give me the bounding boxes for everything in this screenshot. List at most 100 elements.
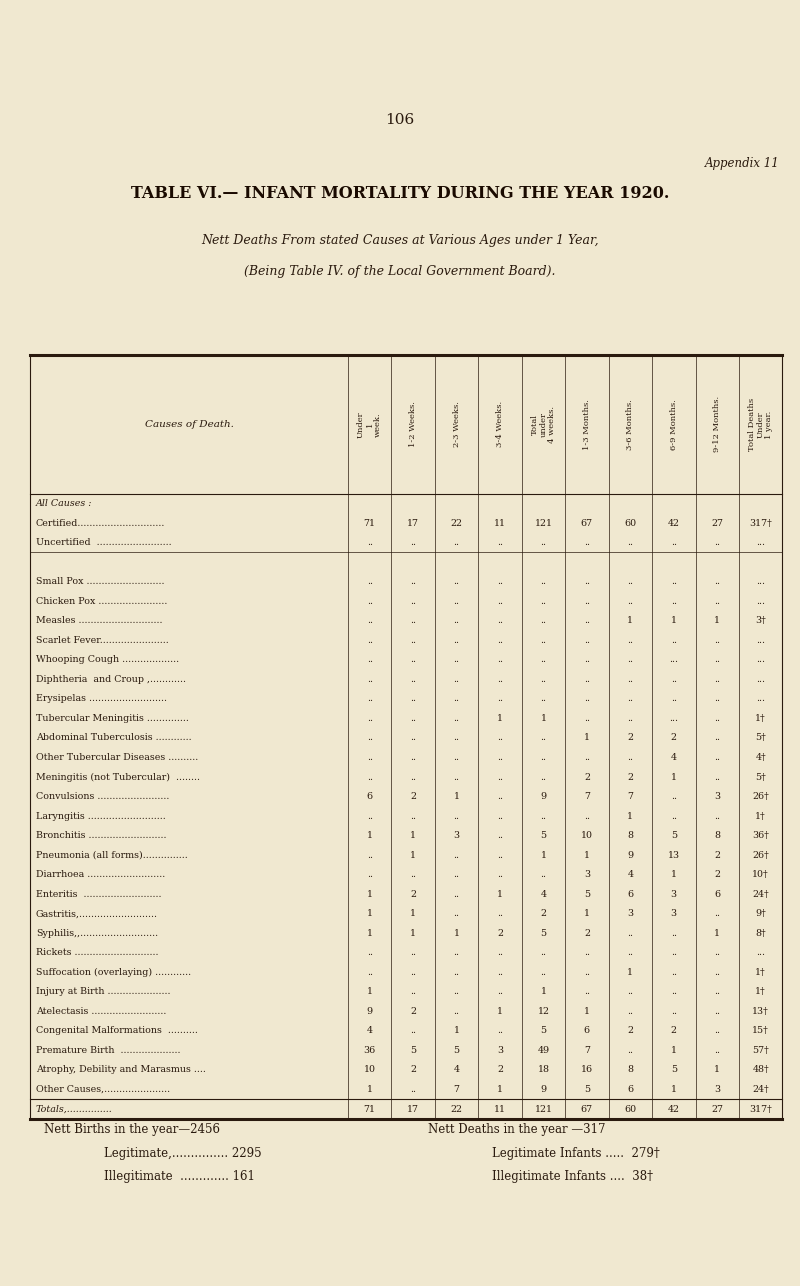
Text: 3-4 Weeks.: 3-4 Weeks. <box>496 401 504 448</box>
Text: ..: .. <box>454 577 459 586</box>
Text: Premature Birth  ....................: Premature Birth .................... <box>36 1046 181 1055</box>
Text: 4†: 4† <box>755 754 766 763</box>
Text: ..: .. <box>454 616 459 625</box>
Text: ..: .. <box>497 909 503 918</box>
Text: ..: .. <box>497 850 503 859</box>
Text: 5†: 5† <box>755 733 766 742</box>
Text: ..: .. <box>366 577 373 586</box>
Text: ..: .. <box>541 675 546 684</box>
Text: ..: .. <box>714 656 720 665</box>
Text: 2: 2 <box>584 773 590 782</box>
Text: ..: .. <box>410 1026 416 1035</box>
Text: ..: .. <box>627 675 634 684</box>
Text: ..: .. <box>627 988 634 997</box>
Text: 13: 13 <box>668 850 680 859</box>
Text: ..: .. <box>410 948 416 957</box>
Text: ..: .. <box>497 968 503 977</box>
Text: 121: 121 <box>534 1105 553 1114</box>
Text: Congenital Malformations  ..........: Congenital Malformations .......... <box>36 1026 198 1035</box>
Text: Tubercular Meningitis ..............: Tubercular Meningitis .............. <box>36 714 189 723</box>
Text: 26†: 26† <box>752 850 769 859</box>
Text: 4: 4 <box>670 754 677 763</box>
Text: 17: 17 <box>407 518 419 527</box>
Text: 1: 1 <box>670 616 677 625</box>
Text: ..: .. <box>497 733 503 742</box>
Text: 1: 1 <box>410 909 416 918</box>
Text: ..: .. <box>670 694 677 703</box>
Text: ..: .. <box>410 773 416 782</box>
Text: ..: .. <box>366 871 373 880</box>
Text: 1: 1 <box>584 1007 590 1016</box>
Text: ...: ... <box>756 656 765 665</box>
Text: 1: 1 <box>454 1026 459 1035</box>
Text: Small Pox ..........................: Small Pox .......................... <box>36 577 165 586</box>
Text: 2: 2 <box>714 850 720 859</box>
Text: 5†: 5† <box>755 773 766 782</box>
Text: Rickets ............................: Rickets ............................ <box>36 948 158 957</box>
Text: 8: 8 <box>627 831 634 840</box>
Text: ..: .. <box>366 754 373 763</box>
Text: 1: 1 <box>366 1085 373 1094</box>
Text: Other Causes,......................: Other Causes,...................... <box>36 1085 170 1094</box>
Text: 1: 1 <box>366 988 373 997</box>
Text: 5: 5 <box>541 1026 546 1035</box>
Text: Measles ............................: Measles ............................ <box>36 616 162 625</box>
Text: ..: .. <box>497 694 503 703</box>
Text: 42: 42 <box>668 1105 680 1114</box>
Text: ..: .. <box>454 714 459 723</box>
Text: ..: .. <box>497 1026 503 1035</box>
Text: ..: .. <box>366 597 373 606</box>
Text: 71: 71 <box>364 518 376 527</box>
Text: ..: .. <box>627 754 634 763</box>
Text: 6-9 Months.: 6-9 Months. <box>670 399 678 450</box>
Text: ..: .. <box>627 928 634 937</box>
Text: ..: .. <box>454 988 459 997</box>
Text: ..: .. <box>670 948 677 957</box>
Text: ..: .. <box>454 694 459 703</box>
Text: ..: .. <box>714 909 720 918</box>
Text: ..: .. <box>541 597 546 606</box>
Text: 4: 4 <box>366 1026 373 1035</box>
Text: ..: .. <box>497 597 503 606</box>
Text: 9: 9 <box>541 792 546 801</box>
Text: ..: .. <box>670 968 677 977</box>
Text: ..: .. <box>366 773 373 782</box>
Text: ..: .. <box>670 538 677 547</box>
Text: ..: .. <box>714 968 720 977</box>
Text: ..: .. <box>366 714 373 723</box>
Text: Bronchitis ..........................: Bronchitis .......................... <box>36 831 166 840</box>
Text: 2: 2 <box>714 871 720 880</box>
Text: 27: 27 <box>711 1105 723 1114</box>
Text: Illegitimate Infants ....  38†: Illegitimate Infants .... 38† <box>492 1170 653 1183</box>
Text: ..: .. <box>454 948 459 957</box>
Text: 2: 2 <box>497 928 503 937</box>
Text: Syphilis,,..........................: Syphilis,,.......................... <box>36 928 158 937</box>
Text: ..: .. <box>454 968 459 977</box>
Text: Legitimate Infants .....  279†: Legitimate Infants ..... 279† <box>492 1147 660 1160</box>
Text: 3: 3 <box>670 890 677 899</box>
Text: ..: .. <box>454 754 459 763</box>
Text: ..: .. <box>670 811 677 820</box>
Text: Gastritis,..........................: Gastritis,.......................... <box>36 909 158 918</box>
Text: ..: .. <box>410 597 416 606</box>
Text: ..: .. <box>714 1007 720 1016</box>
Text: Scarlet Fever.......................: Scarlet Fever....................... <box>36 635 169 644</box>
Text: Pneumonia (all forms)...............: Pneumonia (all forms)............... <box>36 850 188 859</box>
Text: ..: .. <box>454 538 459 547</box>
Text: ...: ... <box>670 656 678 665</box>
Text: 60: 60 <box>624 1105 637 1114</box>
Text: Convulsions ........................: Convulsions ........................ <box>36 792 170 801</box>
Text: Abdominal Tuberculosis ............: Abdominal Tuberculosis ............ <box>36 733 192 742</box>
Text: ..: .. <box>497 792 503 801</box>
Text: ..: .. <box>454 773 459 782</box>
Text: ..: .. <box>454 1007 459 1016</box>
Text: (Being Table IV. of the Local Government Board).: (Being Table IV. of the Local Government… <box>244 265 556 278</box>
Text: ..: .. <box>410 754 416 763</box>
Text: ..: .. <box>410 1085 416 1094</box>
Text: 2: 2 <box>584 928 590 937</box>
Text: Uncertified  .........................: Uncertified ......................... <box>36 538 172 547</box>
Text: Total
under
4 weeks.: Total under 4 weeks. <box>531 406 556 442</box>
Text: Atelectasis .........................: Atelectasis ......................... <box>36 1007 166 1016</box>
Text: 36: 36 <box>363 1046 376 1055</box>
Text: ..: .. <box>714 714 720 723</box>
